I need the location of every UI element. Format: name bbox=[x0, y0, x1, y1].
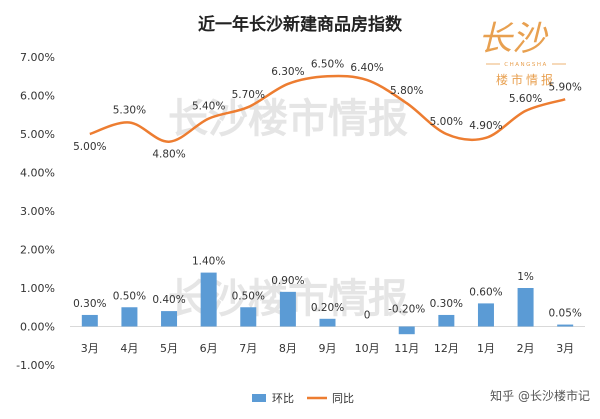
line-value-label: 5.80% bbox=[390, 85, 423, 97]
bar-value-label: 0.50% bbox=[232, 290, 265, 302]
line-series-path bbox=[89, 74, 566, 143]
bar-mark bbox=[240, 307, 257, 327]
y-tick-label: 2.00% bbox=[20, 244, 55, 257]
y-axis-ticks: -1.00% 0.00% 1.00% 2.00% 3.00% 4.00% 5.00% 6.00… bbox=[16, 51, 55, 372]
x-tick-label: 3月 bbox=[556, 342, 574, 355]
bar-mark bbox=[517, 288, 534, 327]
x-tick-label: 11月 bbox=[394, 342, 419, 355]
x-tick-label: 4月 bbox=[120, 342, 138, 355]
bar-mark bbox=[121, 307, 138, 327]
legend-bar-swatch bbox=[252, 394, 266, 402]
bar-value-label: 0.05% bbox=[549, 308, 582, 320]
x-tick-label: 7月 bbox=[239, 342, 257, 355]
brand-logo: 长沙 CHANGSHA 楼市情报 bbox=[478, 19, 566, 87]
bar-value-label: 0.50% bbox=[113, 290, 146, 302]
line-value-label: 5.00% bbox=[430, 116, 463, 128]
x-tick-label: 12月 bbox=[434, 342, 459, 355]
bar-value-label: 0.30% bbox=[430, 298, 463, 310]
bar-value-label: 0.30% bbox=[73, 298, 106, 310]
line-value-label: 5.30% bbox=[113, 104, 146, 116]
line-value-label: 5.00% bbox=[73, 141, 106, 153]
y-tick-label: 0.00% bbox=[20, 321, 55, 334]
bar-mark bbox=[398, 326, 415, 335]
line-data-labels: 5.00% 5.30% 4.80% 5.40% 5.70% 6.30% 6.50% 6.40%… bbox=[73, 58, 582, 160]
y-tick-label: 4.00% bbox=[20, 167, 55, 180]
line-value-label: 5.40% bbox=[192, 101, 225, 113]
bar-value-label: 1% bbox=[517, 271, 534, 283]
bar-value-label: 0.60% bbox=[469, 286, 502, 298]
line-value-label: 6.50% bbox=[311, 58, 344, 70]
x-tick-label: 5月 bbox=[160, 342, 178, 355]
line-value-label: 5.60% bbox=[509, 93, 542, 105]
bar-value-label: 1.40% bbox=[192, 256, 225, 268]
bar-mark bbox=[161, 311, 178, 327]
bar-value-label: 0.40% bbox=[152, 294, 185, 306]
bar-value-label: 0 bbox=[364, 310, 371, 322]
bar-mark bbox=[557, 324, 574, 327]
line-value-label: 5.90% bbox=[549, 81, 582, 93]
legend-bar-label: 环比 bbox=[272, 392, 294, 405]
bar-data-labels: 0.30% 0.50% 0.40% 1.40% 0.50% 0.90% 0.20% 0 -0.2… bbox=[73, 256, 582, 322]
legend-line-label: 同比 bbox=[332, 392, 354, 405]
logo-small-text: CHANGSHA bbox=[504, 62, 548, 68]
bar-mark bbox=[200, 272, 217, 327]
line-value-label: 4.90% bbox=[469, 120, 502, 132]
bar-mark bbox=[438, 314, 455, 327]
logo-script-text: 长沙 bbox=[478, 19, 549, 59]
x-tick-label: 8月 bbox=[279, 342, 297, 355]
x-axis-ticks: 3月 4月 5月 6月 7月 8月 9月 10月 11月 12月 1月 2月 3月 bbox=[81, 342, 574, 355]
bar-mark bbox=[319, 318, 336, 327]
line-value-label: 4.80% bbox=[152, 149, 185, 161]
chart-title: 近一年长沙新建商品房指数 bbox=[198, 14, 403, 35]
source-credit: 知乎 @长沙楼市记 bbox=[490, 388, 590, 403]
bar-mark bbox=[477, 303, 494, 327]
bar-mark bbox=[279, 291, 296, 327]
x-tick-label: 1月 bbox=[477, 342, 495, 355]
line-value-label: 6.30% bbox=[271, 66, 304, 78]
line-value-label: 5.70% bbox=[232, 89, 265, 101]
bar-value-label: -0.20% bbox=[388, 304, 425, 316]
y-tick-label: 5.00% bbox=[20, 128, 55, 141]
x-tick-label: 6月 bbox=[200, 342, 218, 355]
bar-series bbox=[81, 272, 574, 335]
bar-mark bbox=[81, 314, 98, 327]
x-tick-label: 9月 bbox=[319, 342, 337, 355]
y-tick-label: 3.00% bbox=[20, 205, 55, 218]
y-tick-label: 1.00% bbox=[20, 282, 55, 295]
bar-value-label: 0.20% bbox=[311, 302, 344, 314]
legend: 环比 同比 bbox=[252, 392, 354, 405]
y-tick-label: 7.00% bbox=[20, 51, 55, 64]
x-tick-label: 3月 bbox=[81, 342, 99, 355]
logo-sub-text: 楼市情报 bbox=[496, 72, 556, 87]
x-tick-label: 2月 bbox=[517, 342, 535, 355]
y-tick-label: 6.00% bbox=[20, 90, 55, 103]
y-tick-label: -1.00% bbox=[16, 359, 55, 372]
line-value-label: 6.40% bbox=[350, 62, 383, 74]
x-tick-label: 10月 bbox=[355, 342, 380, 355]
bar-value-label: 0.90% bbox=[271, 275, 304, 287]
